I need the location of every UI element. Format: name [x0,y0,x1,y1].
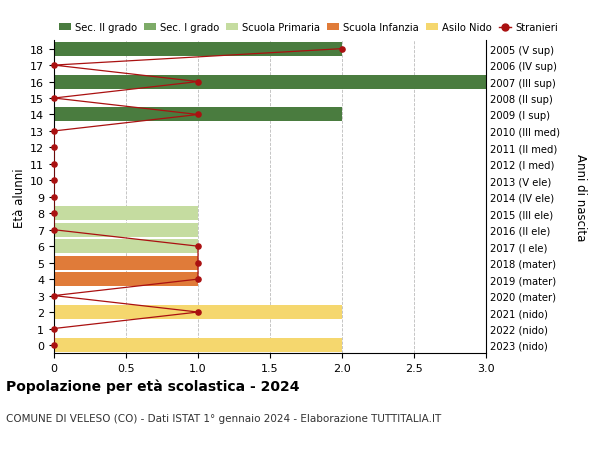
Point [49,227,59,234]
Point [337,46,347,53]
Bar [54,305,342,319]
Point [49,145,59,152]
Point [49,128,59,135]
Bar [54,43,342,56]
Point [49,292,59,300]
Point [49,194,59,201]
Point [49,210,59,218]
Point [193,259,203,267]
Bar [54,240,198,254]
Point [49,95,59,102]
Bar [54,256,198,270]
Bar [54,338,342,352]
Point [49,341,59,349]
Point [193,78,203,86]
Y-axis label: Anni di nascita: Anni di nascita [574,154,587,241]
Text: Popolazione per età scolastica - 2024: Popolazione per età scolastica - 2024 [6,379,299,393]
Bar [54,207,198,221]
Legend: Sec. II grado, Sec. I grado, Scuola Primaria, Scuola Infanzia, Asilo Nido, Stran: Sec. II grado, Sec. I grado, Scuola Prim… [59,23,557,33]
Point [193,243,203,250]
Point [49,325,59,332]
Y-axis label: Età alunni: Età alunni [13,168,26,227]
Text: COMUNE DI VELESO (CO) - Dati ISTAT 1° gennaio 2024 - Elaborazione TUTTITALIA.IT: COMUNE DI VELESO (CO) - Dati ISTAT 1° ge… [6,413,441,423]
Point [49,62,59,70]
Point [193,112,203,119]
Bar [54,75,486,90]
Bar [54,108,342,122]
Point [193,309,203,316]
Point [49,161,59,168]
Point [49,177,59,185]
Point [193,276,203,283]
Bar [54,273,198,286]
Bar [54,223,198,237]
